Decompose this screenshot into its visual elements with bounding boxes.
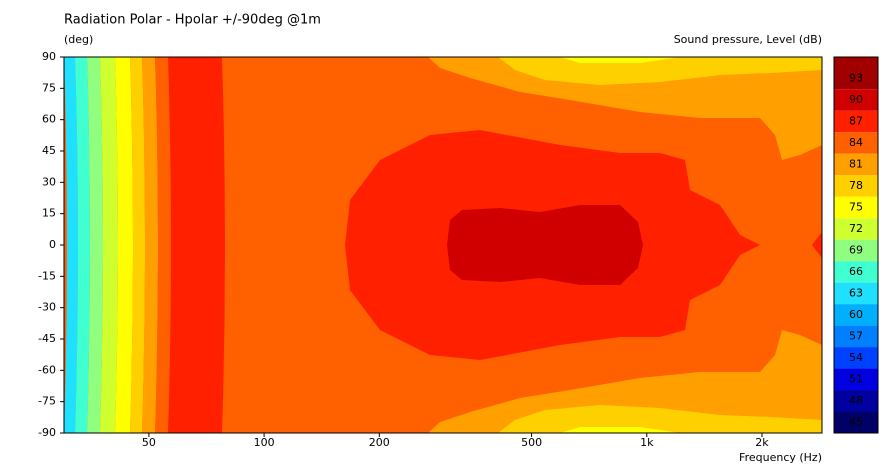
contour-region [64,57,78,433]
contour-region [428,57,822,160]
colorbar-cell [834,153,878,176]
colorbar-cell [834,110,878,133]
x-tick-label: 1k [640,436,654,449]
colorbar-cell [834,390,878,412]
x-tick-label: 50 [142,436,156,449]
contour-region [115,57,133,433]
colorbar-tick-label: 69 [849,243,863,256]
contour-region [142,57,158,433]
y-tick-label: -30 [38,301,56,314]
y-tick-label: 15 [42,207,56,220]
colorbar-cell [834,175,878,197]
x-tick-label: 200 [369,436,390,449]
colorbar-tick-label: 51 [849,372,863,385]
x-tick-label: 100 [254,436,275,449]
colorbar-tick-label: 81 [849,157,863,170]
colorbar-tick-label: 63 [849,286,863,299]
contour-region [560,427,680,433]
x-axis-label: Frequency (Hz) [739,451,822,464]
y-axis-label: (deg) [64,33,93,46]
colorbar-cell [834,304,878,326]
y-tick-label: -45 [38,332,56,345]
colorbar-cell [834,218,878,240]
contour-field [64,57,822,433]
contour-region [75,57,90,433]
colorbar-cell [834,368,878,391]
y-tick-label: 0 [49,238,56,251]
colorbar-tick-label: 75 [849,200,863,213]
colorbar-cell [834,132,878,154]
colorbar-cell [834,261,878,283]
y-tick-label: -90 [38,426,56,439]
colorbar-cell [834,57,878,90]
colorbar-cell [834,282,878,305]
colorbar-tick-label: 90 [849,93,863,106]
y-tick-label: 30 [42,175,56,188]
colorbar-tick-label: 78 [849,179,863,192]
contour-region [428,330,822,433]
colorbar-cell [834,347,878,369]
colorbar-tick-label: 72 [849,222,863,235]
y-tick-label: 60 [42,113,56,126]
colorbar-tick-label: 84 [849,136,863,149]
y-tick-label: -60 [38,363,56,376]
colorbar-tick-label: 66 [849,265,863,278]
chart-title: Radiation Polar - Hpolar +/-90deg @1m [64,13,321,28]
colorbar-cell [834,89,878,111]
contour-region [560,57,680,63]
y-tick-label: 75 [42,81,56,94]
contour-region [498,57,822,85]
y-tick-label: -15 [38,269,56,282]
colorbar-cell [834,325,878,348]
y-tick-label: -75 [38,395,56,408]
colorbar-tick-label: 54 [849,351,863,364]
y-tick-label: 45 [42,144,56,157]
colorbar-frame [833,56,879,434]
colorbar-cell [834,196,878,219]
colorbar-label: Sound pressure, Level (dB) [674,33,822,46]
colorbar-tick-label: 48 [849,394,863,407]
contour-region [130,57,145,433]
colorbar-cell [834,239,878,262]
contour-region [100,57,118,433]
contour-region [155,57,171,433]
colorbar-tick-label: 45 [849,415,863,428]
contour-region [168,57,225,433]
contour-region [87,57,103,433]
x-tick-label: 2k [755,436,769,449]
colorbar-tick-label: 57 [849,329,863,342]
y-tick-label: 90 [42,50,56,63]
contour-region [812,232,822,258]
x-tick-label: 500 [521,436,542,449]
colorbar-cell [834,411,878,433]
contour-region [447,205,643,285]
colorbar-tick-label: 87 [849,114,863,127]
colorbar-tick-label: 93 [849,71,863,84]
colorbar-tick-label: 60 [849,308,863,321]
contour-region [498,405,822,433]
